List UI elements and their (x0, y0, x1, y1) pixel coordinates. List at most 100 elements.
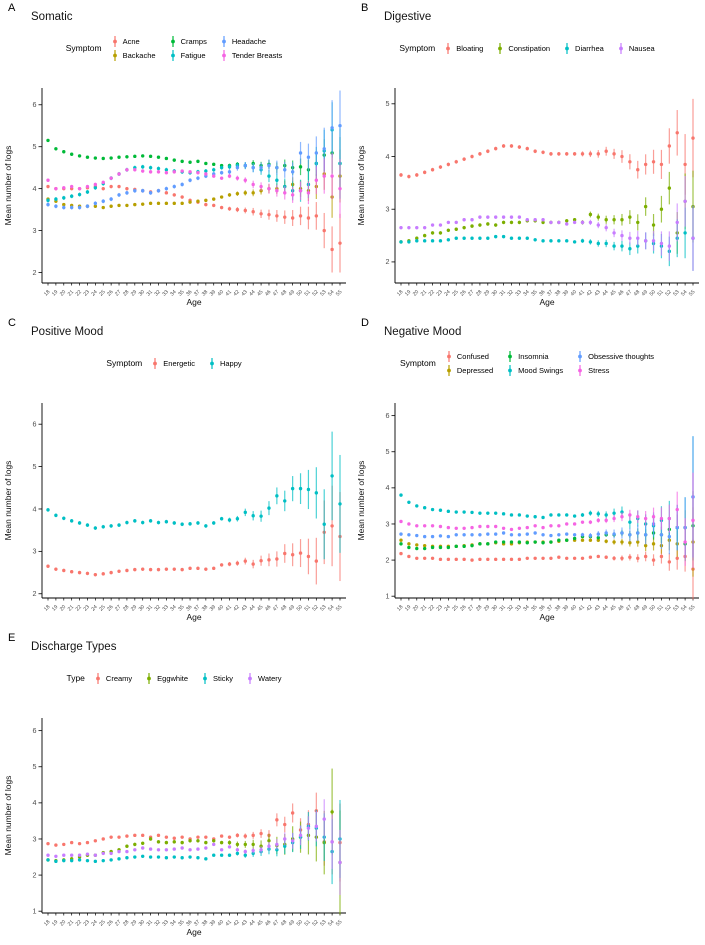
x-tick-label: 24 (90, 289, 98, 297)
data-point (275, 165, 279, 170)
y-tick-label: 2 (33, 589, 37, 598)
data-point (462, 225, 466, 230)
data-point (227, 840, 232, 845)
x-tick-label: 29 (483, 604, 491, 612)
data-point (54, 147, 58, 151)
legend-key-pointrange-icon (112, 49, 117, 61)
x-tick-label: 46 (264, 919, 272, 927)
data-point (596, 241, 600, 246)
y-tick-label: 5 (33, 762, 37, 771)
data-point (651, 542, 656, 546)
data-point (454, 533, 458, 537)
x-tick-label: 37 (546, 604, 554, 612)
data-point (180, 195, 184, 199)
data-point (509, 220, 514, 225)
series-happy (46, 431, 342, 560)
data-point (628, 555, 632, 559)
data-point (572, 152, 577, 156)
data-point (604, 225, 608, 230)
x-tick-label: 28 (122, 919, 130, 927)
x-tick-label: 46 (264, 604, 272, 612)
data-point (204, 857, 208, 861)
data-point (470, 224, 474, 228)
legend-entry: Watery (246, 672, 282, 685)
data-point (141, 854, 145, 859)
data-point (525, 514, 529, 518)
x-tick-label: 19 (404, 604, 412, 612)
x-tick-label: 49 (641, 604, 649, 612)
data-point (422, 506, 427, 510)
data-point (643, 162, 648, 167)
data-point (267, 163, 271, 168)
data-point (588, 555, 593, 559)
x-tick-label: 19 (51, 289, 59, 297)
data-point (596, 518, 600, 523)
legend-entry: Insomnia (506, 350, 563, 363)
legend-key-pointrange-icon (618, 42, 623, 54)
data-point (283, 168, 287, 172)
data-point (525, 218, 529, 222)
x-tick-label: 54 (680, 604, 688, 612)
series-sticky (46, 799, 342, 885)
x-tick-label: 40 (570, 604, 578, 612)
x-tick-label: 30 (138, 919, 146, 927)
data-point (196, 566, 200, 571)
data-point (565, 538, 569, 542)
series-watery (46, 799, 342, 895)
data-point (596, 215, 600, 219)
legend-key-dot (578, 368, 583, 372)
x-tick-label: 51 (304, 604, 312, 612)
data-point (69, 858, 74, 863)
legend: Symptom Energetic Happy (0, 343, 348, 383)
x-tick-label: 28 (122, 604, 130, 612)
data-point (659, 554, 664, 559)
x-tick-label: 32 (154, 289, 162, 297)
data-point (101, 156, 105, 161)
x-tick-label: 38 (554, 604, 562, 612)
x-tick-label: 41 (578, 289, 586, 297)
panel-title: Negative Mood (384, 326, 462, 338)
data-point (691, 236, 695, 240)
legend: Symptom Acne Backache Cramps Fatigue Headach… (0, 28, 348, 68)
data-point (283, 822, 287, 827)
data-point (314, 824, 319, 829)
data-point (572, 218, 577, 222)
data-point (517, 526, 522, 531)
data-point (399, 551, 403, 556)
x-tick-label: 35 (177, 919, 185, 927)
legend-entry: Energetic (151, 357, 195, 370)
data-point (283, 215, 287, 219)
x-tick-label: 42 (585, 604, 593, 612)
series-insomnia (399, 491, 695, 562)
y-tick-label: 4 (33, 504, 37, 513)
legend-entry: Acne (111, 35, 156, 48)
data-point (430, 239, 435, 243)
legend-key-dot (112, 39, 117, 43)
panel-letter: A (8, 2, 16, 14)
x-tick-label: 37 (193, 604, 201, 612)
data-point (407, 522, 411, 526)
data-point (69, 205, 74, 210)
data-point (588, 152, 593, 156)
data-point (290, 839, 295, 843)
data-point (212, 842, 216, 847)
data-point (415, 543, 419, 547)
data-point (612, 532, 616, 536)
x-tick-label: 52 (311, 289, 319, 297)
x-tick-label: 49 (288, 289, 296, 297)
data-point (486, 222, 490, 226)
data-point (93, 204, 98, 208)
data-point (164, 840, 169, 845)
data-point (478, 215, 482, 219)
data-point (133, 202, 137, 207)
data-point (267, 506, 271, 510)
data-point (54, 204, 58, 208)
data-point (470, 525, 474, 530)
x-tick-label: 50 (649, 289, 657, 297)
data-point (438, 557, 443, 562)
data-point (407, 225, 411, 230)
x-tick-label: 48 (280, 604, 288, 612)
data-point (588, 220, 593, 225)
data-point (227, 174, 232, 178)
series-energetic (46, 485, 342, 585)
